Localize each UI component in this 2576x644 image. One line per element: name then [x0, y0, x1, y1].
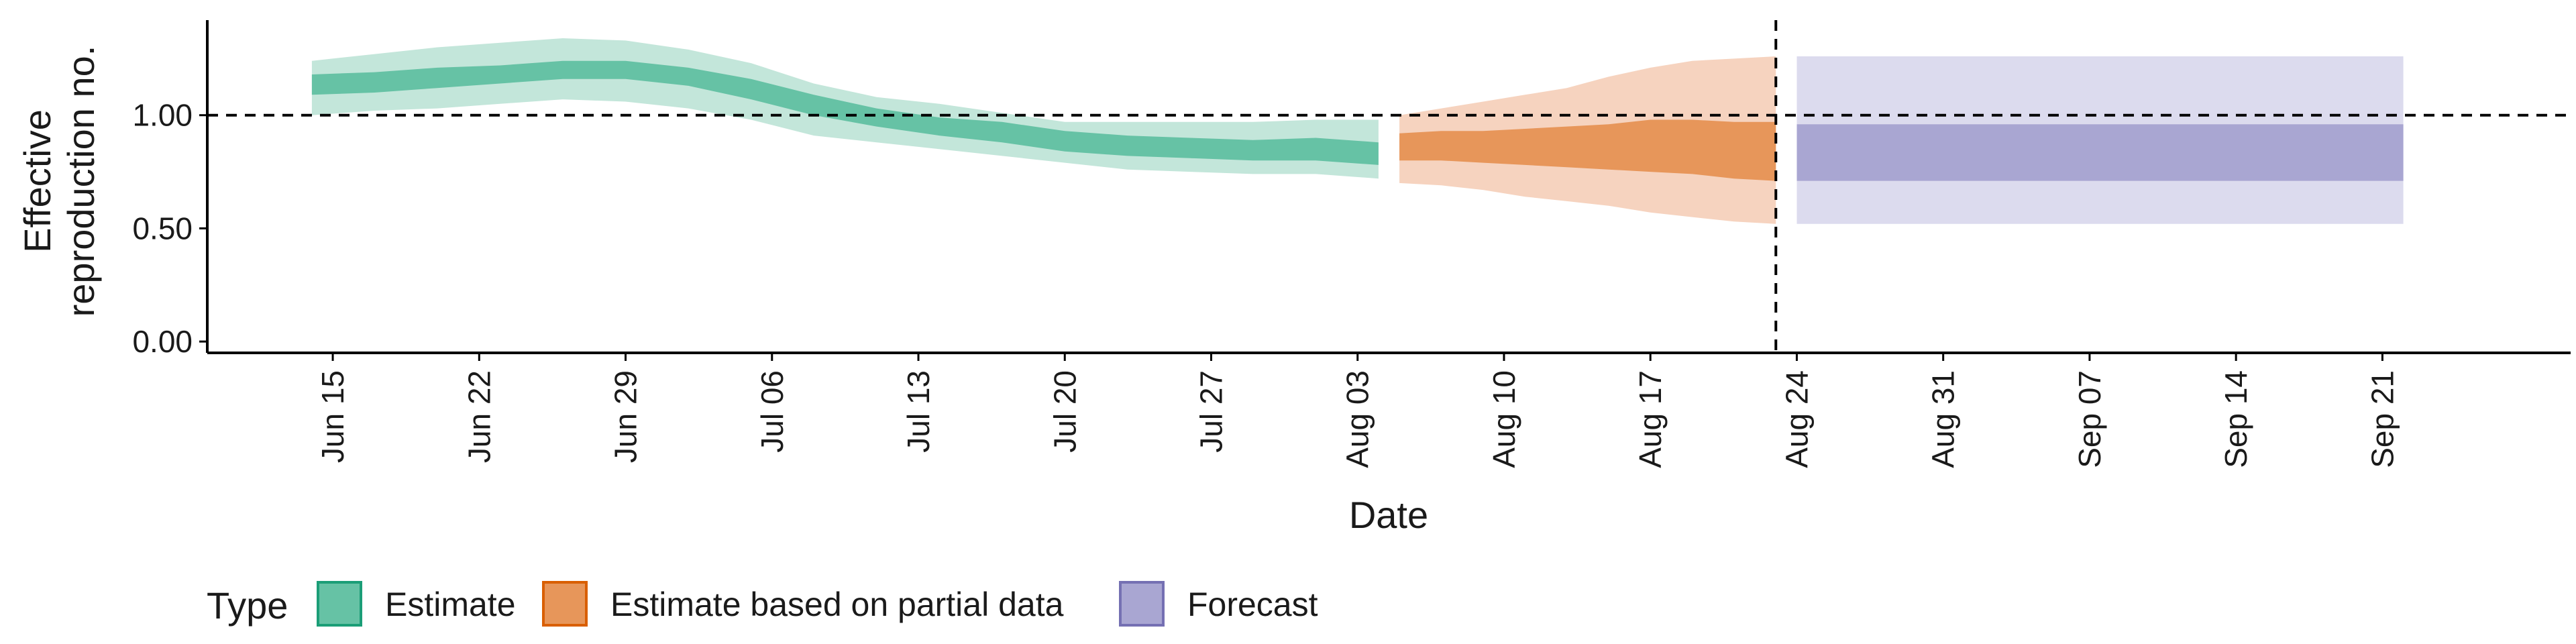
estimate-inner-band: [311, 60, 1379, 165]
legend-key-estimate-based-on-partial-data: [542, 581, 588, 627]
legend-title: Type: [207, 584, 288, 627]
y-ticks: 0.00 0.50 1.00: [132, 98, 207, 359]
x-axis-title: Date: [1349, 494, 1428, 536]
x-tick-label: Aug 24: [1780, 370, 1815, 468]
band-layer: [311, 38, 2404, 224]
x-tick-label: Jun 29: [608, 370, 643, 463]
x-tick-label: Sep 07: [2072, 370, 2107, 468]
x-tick-label: Sep 14: [2218, 370, 2253, 468]
x-ticks: Jun 15 Jun 22 Jun 29 Jul 06 Jul 13 Jul 20 Jul …: [315, 353, 2400, 468]
x-tick-label: Aug 17: [1633, 370, 1668, 468]
estimate-based-on-partial-data-inner-band: [1399, 119, 1776, 181]
legend-key-forecast: [1119, 581, 1165, 627]
legend: Type Estimate Estimate based on partial d…: [207, 581, 1318, 627]
x-tick-label: Aug 10: [1487, 370, 1521, 468]
x-tick-label: Jun 15: [315, 370, 350, 463]
legend-key-estimate: [317, 581, 362, 627]
y-axis-title-line-2: reproduction no.: [60, 46, 102, 317]
x-tick-label: Sep 21: [2365, 370, 2400, 468]
legend-label-forecast: Forecast: [1187, 586, 1318, 623]
x-tick-label: Jul 06: [755, 370, 790, 453]
x-tick-label: Jul 27: [1194, 370, 1229, 453]
axes: [206, 20, 2571, 354]
y-axis-title-line-1: Effective: [16, 109, 58, 253]
legend-label-estimate-based-on-partial-data: Estimate based on partial data: [610, 586, 1064, 623]
x-tick-label: Aug 03: [1340, 370, 1375, 468]
y-tick-label: 0.00: [132, 324, 193, 359]
x-tick-label: Aug 31: [1926, 370, 1961, 468]
y-axis-title: Effective reproduction no.: [16, 46, 102, 317]
y-tick-label: 1.00: [132, 98, 193, 133]
legend-label-estimate: Estimate: [385, 586, 516, 623]
x-tick-label: Jul 13: [901, 370, 936, 453]
y-tick-label: 0.50: [132, 211, 193, 246]
x-tick-label: Jun 22: [462, 370, 496, 463]
x-tick-label: Jul 20: [1047, 370, 1082, 453]
forecast-inner-band: [1796, 124, 2404, 181]
